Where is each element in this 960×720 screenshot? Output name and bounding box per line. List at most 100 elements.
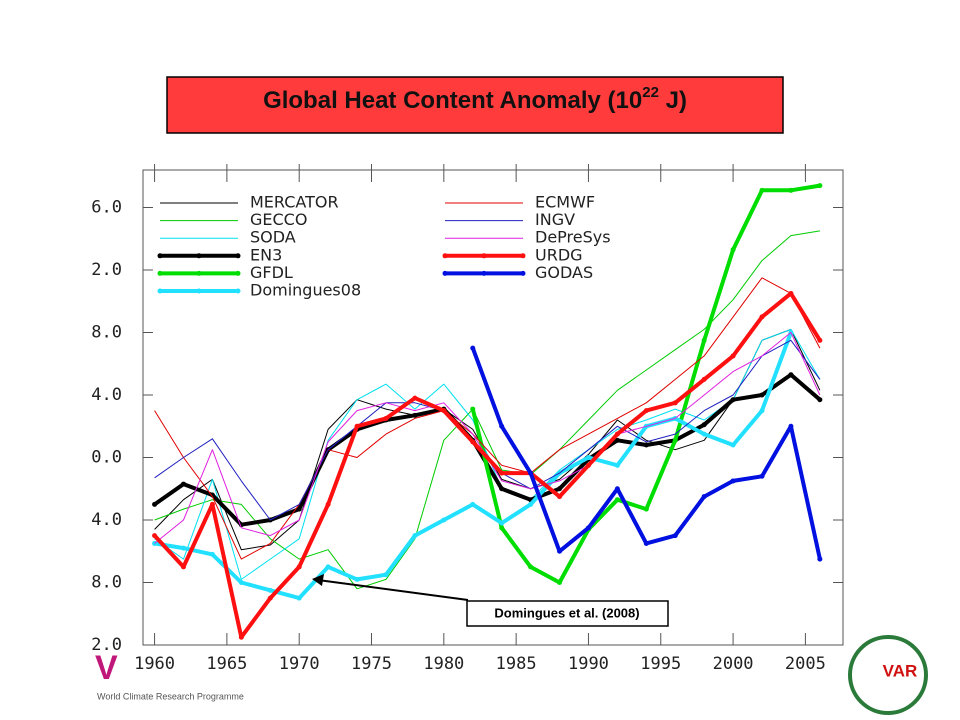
legend-marker — [235, 270, 241, 276]
series-marker — [557, 494, 563, 500]
legend-marker — [520, 270, 526, 276]
legend-marker — [442, 253, 448, 259]
series-marker — [412, 533, 418, 539]
series-line — [470, 347, 822, 560]
legend-label: GODAS — [535, 263, 593, 282]
series-marker — [643, 408, 649, 414]
series-line — [153, 291, 822, 640]
series-marker — [788, 423, 794, 429]
y-tick-label: 2.0 — [91, 260, 122, 280]
series-marker — [238, 580, 244, 585]
y-tick-label: 8.0 — [91, 323, 122, 343]
legend-label: ECMWF — [535, 193, 595, 212]
legend-label: EN3 — [250, 245, 282, 264]
series-marker — [209, 551, 215, 557]
series-marker — [701, 431, 707, 437]
series-marker — [180, 481, 186, 487]
legend-marker — [235, 253, 241, 259]
series-marker — [267, 595, 273, 601]
series-marker — [383, 415, 389, 421]
series-marker — [557, 548, 563, 554]
series-marker — [296, 595, 302, 601]
series-marker — [759, 408, 765, 414]
legend-label: URDG — [535, 245, 583, 264]
legend-label: DePreSys — [535, 228, 611, 247]
series-marker — [209, 492, 215, 498]
legend-marker — [481, 270, 487, 276]
footer-left: World Climate Research Programme — [97, 691, 244, 701]
legend-marker — [442, 270, 448, 276]
series-marker — [180, 545, 186, 551]
series-marker — [470, 345, 476, 351]
y-tick-label: 2.0 — [91, 635, 122, 655]
series-marker — [238, 634, 244, 640]
legend-marker — [157, 288, 163, 294]
series-marker — [672, 533, 678, 539]
series-marker — [817, 556, 823, 562]
x-tick-label: 1990 — [568, 654, 609, 674]
x-tick-label: 1985 — [496, 654, 537, 674]
y-tick-label: 4.0 — [91, 510, 122, 530]
legend-marker — [196, 253, 202, 259]
x-tick-label: 1995 — [640, 654, 681, 674]
series-marker — [528, 501, 534, 507]
series-marker — [499, 520, 505, 526]
series-marker — [817, 337, 823, 343]
series-marker — [788, 372, 794, 378]
series-line — [154, 277, 821, 560]
title-main: Global Heat Content Anomaly (10 — [263, 87, 642, 114]
series-marker — [614, 462, 620, 468]
annotation: Domingues et al. (2008) — [494, 605, 639, 620]
series-marker — [296, 506, 302, 512]
annotation-arrow — [317, 579, 469, 601]
series-marker — [354, 576, 360, 582]
series-marker — [730, 397, 736, 403]
arrow-head — [312, 574, 324, 586]
x-tick-label: 2000 — [713, 654, 754, 674]
series-marker — [325, 501, 331, 507]
series-marker — [528, 564, 534, 570]
series-marker — [730, 442, 736, 448]
legend-marker — [196, 270, 202, 276]
series-marker — [759, 187, 765, 193]
legend-label: INGV — [535, 210, 575, 229]
series-marker — [441, 408, 447, 414]
series-marker — [180, 564, 186, 570]
legend-marker — [481, 253, 487, 259]
series-marker — [701, 337, 707, 343]
series-marker — [672, 400, 678, 406]
annotation-box — [466, 600, 669, 627]
series-marker — [412, 412, 418, 418]
series-marker — [585, 455, 591, 460]
x-tick-label: 2005 — [785, 654, 826, 674]
series-marker — [441, 517, 447, 523]
series-marker — [499, 486, 505, 492]
series-marker — [412, 395, 418, 401]
series-marker — [730, 247, 736, 253]
series-line — [470, 183, 821, 585]
series-marker — [383, 572, 389, 578]
legend-marker — [157, 253, 163, 259]
x-tick-label: 1965 — [206, 654, 247, 674]
legend-marker — [520, 253, 526, 259]
legend-marker — [235, 288, 241, 294]
series-marker — [499, 423, 505, 429]
series-marker — [528, 470, 534, 476]
x-tick-label: 1960 — [134, 654, 175, 674]
series-marker — [152, 533, 158, 539]
footer-logo-right: VAR — [883, 661, 918, 680]
logo-ring — [848, 635, 928, 715]
title-box — [166, 76, 784, 134]
footer-logo-left: V — [95, 649, 118, 687]
title-exponent: 22 — [642, 84, 659, 101]
series-marker — [354, 423, 360, 429]
x-tick-label: 1980 — [423, 654, 464, 674]
series-marker — [209, 501, 215, 507]
series-marker — [701, 494, 707, 500]
series-marker — [499, 470, 505, 476]
legend-label: MERCATOR — [250, 193, 339, 212]
plot: 6.0 2.0 8.0 4.0 0.0 4.0 8.0 2.0 1960 1965 1970 1975… — [91, 164, 843, 674]
y-tick-label: 0.0 — [91, 448, 122, 468]
